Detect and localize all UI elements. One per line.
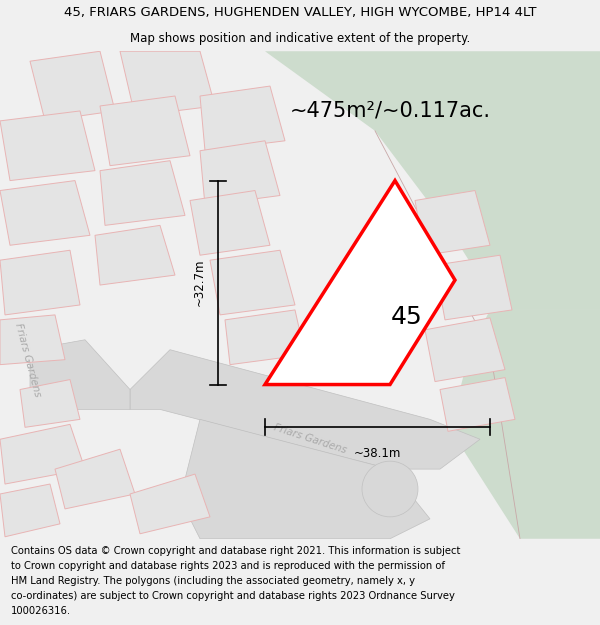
Polygon shape	[130, 350, 480, 469]
Polygon shape	[30, 340, 130, 409]
Text: ~475m²/~0.117ac.: ~475m²/~0.117ac.	[290, 101, 491, 121]
Circle shape	[362, 461, 418, 517]
Polygon shape	[435, 255, 512, 320]
Polygon shape	[225, 310, 305, 364]
Polygon shape	[190, 191, 270, 255]
Polygon shape	[265, 181, 455, 384]
Text: Map shows position and indicative extent of the property.: Map shows position and indicative extent…	[130, 32, 470, 45]
Polygon shape	[180, 419, 430, 539]
Text: Friars Gardens: Friars Gardens	[272, 422, 347, 456]
Text: Friars Gardens: Friars Gardens	[13, 322, 43, 398]
Text: HM Land Registry. The polygons (including the associated geometry, namely x, y: HM Land Registry. The polygons (includin…	[11, 576, 415, 586]
Polygon shape	[20, 379, 80, 428]
Text: ~38.1m: ~38.1m	[354, 448, 401, 460]
Text: Contains OS data © Crown copyright and database right 2021. This information is : Contains OS data © Crown copyright and d…	[11, 546, 460, 556]
Polygon shape	[0, 111, 95, 181]
Polygon shape	[0, 484, 60, 537]
Polygon shape	[0, 181, 90, 245]
Polygon shape	[0, 250, 80, 315]
Polygon shape	[450, 310, 600, 539]
Text: ~32.7m: ~32.7m	[193, 259, 206, 306]
Polygon shape	[95, 226, 175, 285]
Polygon shape	[100, 161, 185, 226]
Polygon shape	[440, 378, 515, 431]
Text: co-ordinates) are subject to Crown copyright and database rights 2023 Ordnance S: co-ordinates) are subject to Crown copyr…	[11, 591, 455, 601]
Polygon shape	[210, 250, 295, 315]
Polygon shape	[55, 449, 135, 509]
Text: 45, FRIARS GARDENS, HUGHENDEN VALLEY, HIGH WYCOMBE, HP14 4LT: 45, FRIARS GARDENS, HUGHENDEN VALLEY, HI…	[64, 6, 536, 19]
Text: 45: 45	[391, 306, 422, 329]
Polygon shape	[100, 96, 190, 166]
Polygon shape	[200, 141, 280, 206]
Polygon shape	[130, 474, 210, 534]
Polygon shape	[0, 424, 85, 484]
Text: to Crown copyright and database rights 2023 and is reproduced with the permissio: to Crown copyright and database rights 2…	[11, 561, 445, 571]
Text: 100026316.: 100026316.	[11, 606, 71, 616]
Polygon shape	[265, 51, 600, 310]
Polygon shape	[0, 315, 65, 364]
Polygon shape	[120, 51, 215, 116]
Polygon shape	[30, 51, 115, 121]
Polygon shape	[200, 86, 285, 151]
Polygon shape	[415, 191, 490, 255]
Polygon shape	[425, 318, 505, 381]
